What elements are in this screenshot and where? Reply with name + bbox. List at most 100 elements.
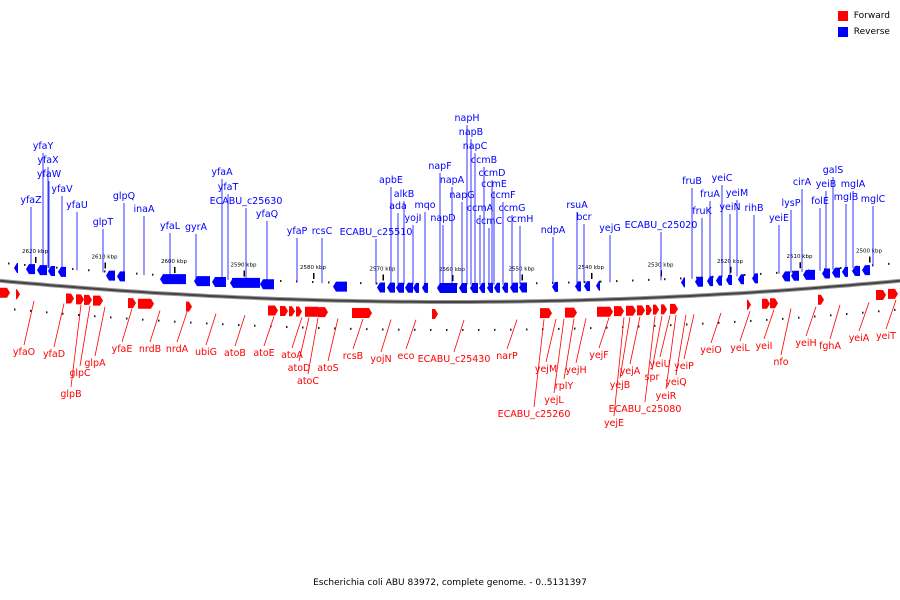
forward-gene-label: yeiQ [665, 377, 687, 388]
forward-gene-arrow [614, 306, 624, 317]
scale-dot [78, 313, 80, 316]
kbp-tick [799, 262, 801, 269]
reverse-gene-arrow [333, 281, 347, 292]
scale-dot [776, 271, 778, 274]
scale-dot [14, 308, 16, 311]
scale-dot [398, 328, 400, 331]
forward-gene-label: yfaD [43, 349, 65, 360]
scale-dot [382, 328, 384, 331]
scale-dot [110, 316, 112, 319]
forward-gene-arrow [646, 304, 652, 315]
scale-dot [280, 279, 282, 282]
scale-dot [574, 327, 576, 330]
forward-gene-connector [79, 305, 91, 367]
scale-dot [744, 273, 746, 276]
reverse-gene-label: yfaU [66, 200, 88, 211]
reverse-gene-label: ccmH [507, 214, 534, 225]
reverse-gene-label: rsuA [566, 200, 588, 211]
reverse-gene-arrow [422, 282, 428, 293]
scale-dot [798, 316, 800, 319]
kbp-tick [313, 273, 315, 280]
forward-gene-connector [885, 299, 897, 330]
reverse-gene-label: yojI [405, 213, 422, 224]
forward-gene-label: ECABU_c25260 [498, 409, 571, 420]
forward-gene-connector [629, 316, 641, 365]
forward-gene-connector [665, 315, 677, 390]
forward-gene-connector [675, 314, 687, 376]
scale-dot [888, 262, 890, 265]
reverse-gene-arrow [596, 280, 600, 291]
legend-item-reverse: Reverse [837, 24, 890, 40]
forward-gene-connector [613, 317, 625, 417]
forward-gene-connector [545, 318, 557, 363]
reverse-gene-label: napH [454, 113, 479, 124]
forward-gene-label: ubiG [195, 347, 217, 358]
reverse-gene-label: yeiB [816, 179, 837, 190]
scale-dot [718, 321, 720, 324]
reverse-gene-arrow [852, 266, 860, 277]
kbp-tick-label: 2510 kbp [787, 254, 813, 260]
reverse-gene-label: rihB [744, 203, 763, 214]
kbp-tick-label: 2600 kbp [161, 259, 187, 265]
scale-dot [734, 320, 736, 323]
reverse-gene-label: ndpA [541, 225, 566, 236]
scale-dot [104, 270, 106, 273]
scale-dot [830, 314, 832, 317]
scale-dot [526, 328, 528, 331]
forward-gene-connector [659, 315, 671, 358]
forward-gene-label: ECABU_c25080 [609, 404, 682, 415]
reverse-gene-label: yfaQ [256, 209, 278, 220]
reverse-gene-arrow [48, 266, 55, 277]
scale-dot [814, 315, 816, 318]
reverse-gene-label: ccmD [478, 168, 505, 179]
reverse-gene-arrow [14, 263, 18, 274]
scale-dot [286, 325, 288, 328]
reverse-gene-label: ccmB [471, 155, 497, 166]
reverse-gene-arrow [832, 267, 840, 278]
reverse-gene-arrow [584, 281, 590, 292]
forward-gene-connector [651, 315, 663, 371]
forward-gene-connector [205, 313, 217, 346]
forward-gene-label: yejF [589, 350, 609, 361]
forward-gene-label: yeiT [876, 331, 896, 342]
scale-dot [494, 328, 496, 331]
scale-dot [750, 319, 752, 322]
reverse-gene-arrow [117, 271, 125, 282]
forward-gene-connector [70, 304, 82, 388]
reverse-gene-label: glpT [93, 217, 114, 228]
forward-gene-arrow [626, 305, 636, 316]
kbp-tick [243, 270, 245, 277]
reverse-gene-arrow [716, 275, 722, 286]
forward-gene-label: yfaO [13, 347, 35, 358]
reverse-gene-arrow [387, 282, 395, 293]
reverse-gene-label: ada [389, 201, 407, 212]
reverse-gene-arrow [487, 282, 493, 293]
reverse-gene-arrow [194, 276, 210, 287]
forward-gene-label: atoS [317, 363, 338, 374]
forward-gene-label: atoE [253, 348, 274, 359]
scale-dot [648, 278, 650, 281]
forward-gene-label: fghA [819, 341, 841, 352]
forward-gene-arrow [540, 308, 552, 319]
kbp-tick [521, 274, 523, 281]
scale-dot [30, 309, 32, 312]
reverse-gene-arrow [519, 282, 527, 293]
forward-gene-label: ECABU_c25430 [418, 354, 491, 365]
forward-gene-connector [176, 312, 188, 343]
scale-dot [8, 262, 10, 265]
reverse-gene-label: mglC [861, 194, 886, 205]
reverse-gene-label: apbE [379, 175, 403, 186]
forward-gene-label: yeiO [700, 345, 722, 356]
forward-gene-connector [805, 306, 817, 337]
forward-gene-label: yejE [604, 418, 624, 429]
scale-dot [350, 327, 352, 330]
reverse-gene-arrow [479, 282, 485, 293]
reverse-gene-label: mglA [841, 179, 866, 190]
scale-dot [88, 269, 90, 272]
scale-dot [536, 282, 538, 285]
reverse-gene-arrow [396, 282, 404, 293]
forward-gene-arrow [289, 306, 295, 317]
forward-gene-arrow [76, 294, 84, 305]
forward-gene-arrow [268, 305, 278, 316]
reverse-gene-label: mqo [414, 200, 435, 211]
